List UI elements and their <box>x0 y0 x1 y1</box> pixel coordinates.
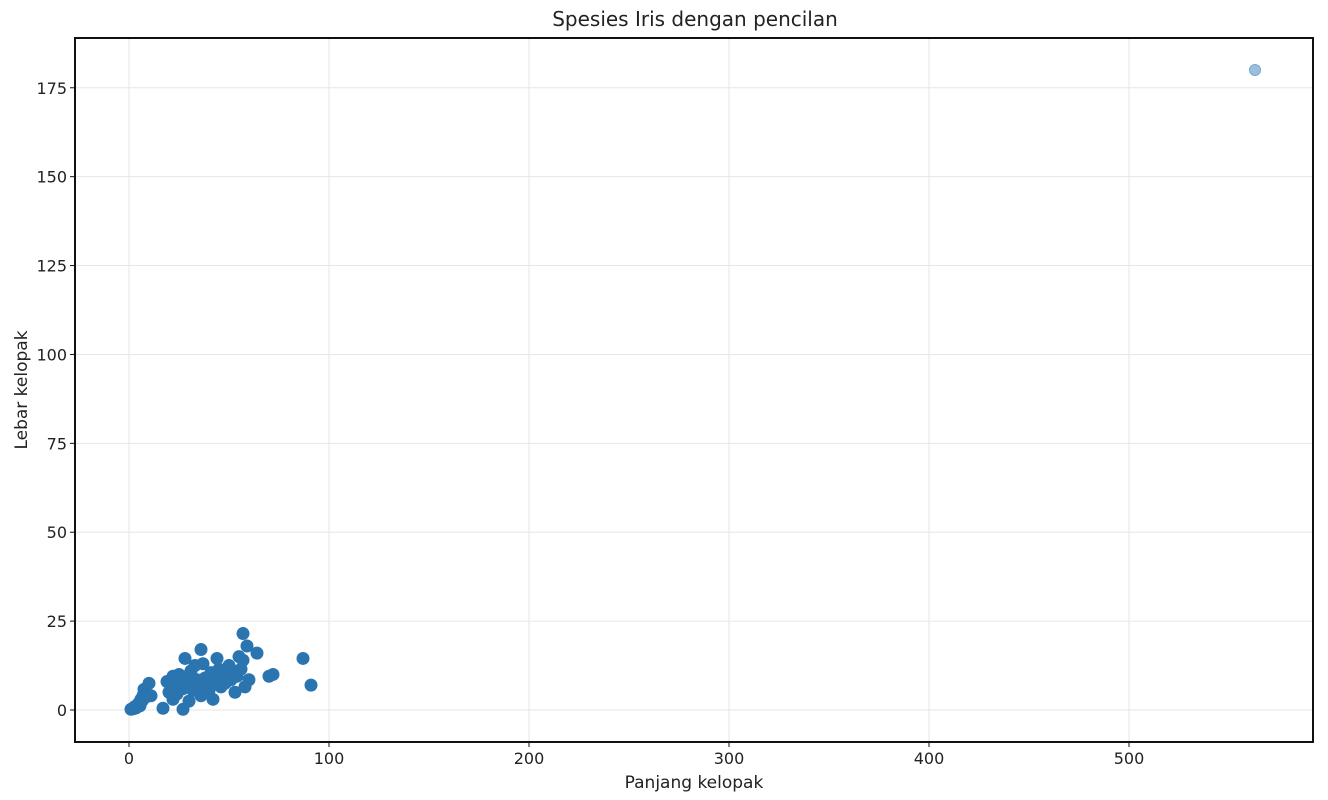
y-tick-label: 125 <box>36 257 67 276</box>
data-point <box>196 657 210 671</box>
data-point <box>236 653 250 667</box>
data-point <box>240 639 254 653</box>
y-tick-label: 50 <box>47 523 67 542</box>
data-points <box>124 64 1261 716</box>
x-tick-label: 300 <box>714 749 745 768</box>
data-point <box>236 627 250 641</box>
data-point <box>228 685 242 699</box>
x-tick-label: 400 <box>914 749 945 768</box>
y-tick-label: 0 <box>57 701 67 720</box>
grid <box>75 38 1313 742</box>
plot-frame <box>74 37 1314 743</box>
data-point <box>142 676 156 690</box>
data-point <box>266 667 280 681</box>
axis-ticks: 0 100 200 300 400 500 0 25 50 75 100 125 150 175 <box>36 79 1144 768</box>
x-tick-label: 100 <box>314 749 345 768</box>
y-tick-label: 100 <box>36 345 67 364</box>
data-point <box>178 651 192 665</box>
outlier-point <box>1249 64 1261 76</box>
data-point <box>194 643 208 657</box>
x-tick-label: 200 <box>514 749 545 768</box>
data-point <box>144 689 158 703</box>
data-point <box>182 694 196 708</box>
y-tick-label: 175 <box>36 79 67 98</box>
x-tick-label: 0 <box>124 749 134 768</box>
y-tick-label: 150 <box>36 168 67 187</box>
data-point <box>250 646 264 660</box>
x-axis-label: Panjang kelopak <box>625 773 764 793</box>
data-point <box>156 701 170 715</box>
y-tick-label: 75 <box>47 434 67 453</box>
y-axis-label: Lebar kelopak <box>12 330 32 449</box>
x-tick-label: 500 <box>1114 749 1145 768</box>
data-point <box>296 651 310 665</box>
data-point <box>242 673 256 687</box>
data-point <box>304 678 318 692</box>
data-point <box>206 692 220 706</box>
chart-title: Spesies Iris dengan pencilan <box>552 7 838 31</box>
y-tick-label: 25 <box>47 612 67 631</box>
data-point <box>210 651 224 665</box>
